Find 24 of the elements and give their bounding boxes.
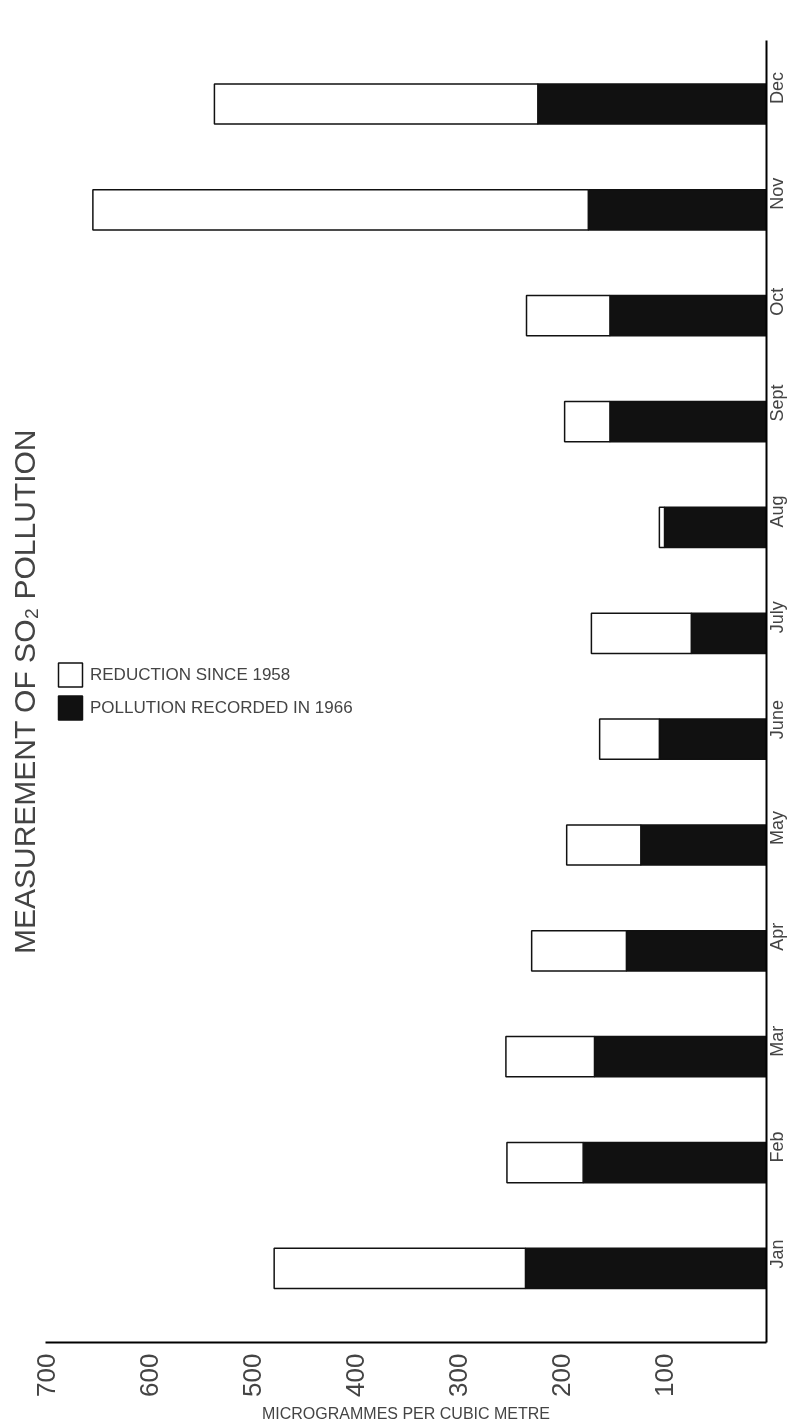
y-tick-label: Sept [767, 384, 788, 422]
text: MEASUREMENT OF SO₂ POLLUTION [7, 429, 41, 955]
x-axis-title: MICROGRAMMES PER CUBIC METRE [261, 1404, 551, 1422]
legend-label: REDUCTION SINCE 1958 [90, 664, 291, 685]
y-tick-label: Mar [767, 1025, 788, 1057]
x-tick-label: 600 [133, 1353, 164, 1397]
y-tick-label: Apr [767, 922, 788, 951]
y-tick-label: June [767, 700, 788, 740]
y-tick-label: Dec [767, 72, 788, 105]
x-tick-label: 300 [442, 1353, 473, 1397]
x-tick-label: 200 [545, 1353, 576, 1397]
y-tick-label: Feb [767, 1131, 788, 1163]
y-tick-label: Nov [767, 177, 788, 210]
y-tick-label: May [767, 810, 788, 845]
bar [663, 506, 767, 549]
x-tick-label: 700 [30, 1353, 61, 1397]
y-tick-label: Aug [767, 495, 788, 528]
x-tick-label: 100 [648, 1353, 679, 1397]
x-tick-label: 400 [339, 1353, 370, 1397]
y-tick-label: Jan [767, 1239, 788, 1269]
y-tick-label: Oct [767, 287, 788, 316]
legend-label: POLLUTION RECORDED IN 1966 [90, 697, 353, 718]
x-tick-label: 500 [236, 1353, 267, 1397]
y-tick-label: July [767, 601, 788, 634]
